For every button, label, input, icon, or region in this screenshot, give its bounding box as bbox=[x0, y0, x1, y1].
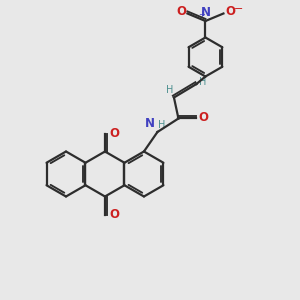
Text: +: + bbox=[198, 11, 205, 20]
Text: H: H bbox=[167, 85, 174, 95]
Text: O: O bbox=[176, 5, 186, 19]
Text: O: O bbox=[109, 208, 119, 221]
Text: −: − bbox=[234, 4, 243, 14]
Text: H: H bbox=[199, 77, 206, 88]
Text: N: N bbox=[200, 7, 210, 20]
Text: H: H bbox=[158, 120, 165, 130]
Text: O: O bbox=[109, 127, 119, 140]
Text: O: O bbox=[225, 5, 235, 19]
Text: N: N bbox=[145, 117, 155, 130]
Text: O: O bbox=[198, 111, 208, 124]
